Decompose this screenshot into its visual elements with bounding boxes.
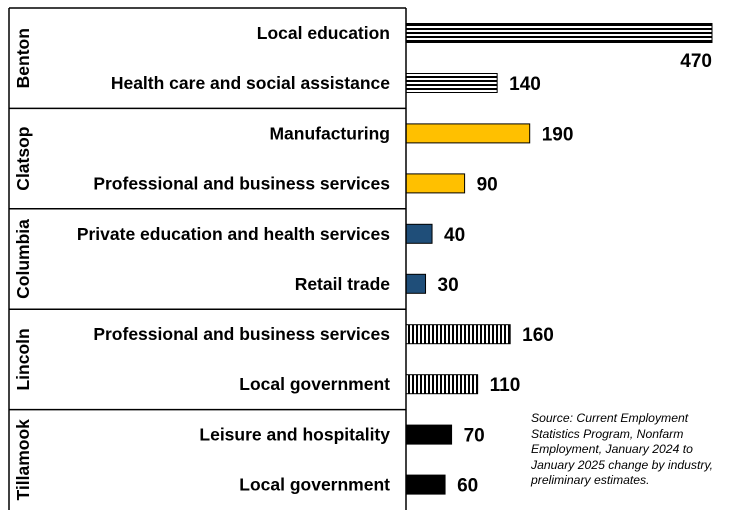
category-label: Local education <box>257 23 390 43</box>
value-label: 140 <box>509 74 541 95</box>
bar <box>405 324 511 345</box>
county-label: Tillamook <box>13 419 33 501</box>
county-label: Clatsop <box>13 127 33 191</box>
bar <box>405 273 427 294</box>
bar <box>405 73 498 93</box>
chart-marks: Local education 470 Health care and social… <box>8 7 713 510</box>
category-label: Leisure and hospitality <box>199 425 390 445</box>
source-note: Source: Current Employment Statistics Pr… <box>531 411 714 487</box>
bar <box>405 223 433 244</box>
category-label: Private education and health services <box>77 224 390 244</box>
value-label: 30 <box>438 275 459 296</box>
value-label: 110 <box>490 375 521 396</box>
bar <box>405 173 466 194</box>
bar <box>405 23 713 43</box>
category-label: Professional and business services <box>93 324 390 344</box>
value-label: 190 <box>542 124 574 145</box>
category-label: Health care and social assistance <box>111 73 390 93</box>
value-label: 90 <box>477 174 498 195</box>
category-label: Local government <box>239 374 390 394</box>
value-label: 40 <box>444 225 465 246</box>
value-label: 470 <box>680 51 712 72</box>
category-label: Manufacturing <box>269 123 390 143</box>
county-label: Columbia <box>13 219 33 299</box>
county-label: Benton <box>13 28 33 88</box>
value-label: 160 <box>522 325 554 346</box>
category-label: Professional and business services <box>93 173 390 193</box>
category-label: Local government <box>239 475 390 495</box>
category-label: Retail trade <box>295 274 391 294</box>
value-label: 60 <box>457 476 478 497</box>
value-label: 70 <box>464 426 485 447</box>
bar <box>405 474 446 495</box>
bar <box>405 374 479 395</box>
bar <box>405 424 453 445</box>
county-label: Lincoln <box>13 328 33 390</box>
bar <box>405 123 531 144</box>
